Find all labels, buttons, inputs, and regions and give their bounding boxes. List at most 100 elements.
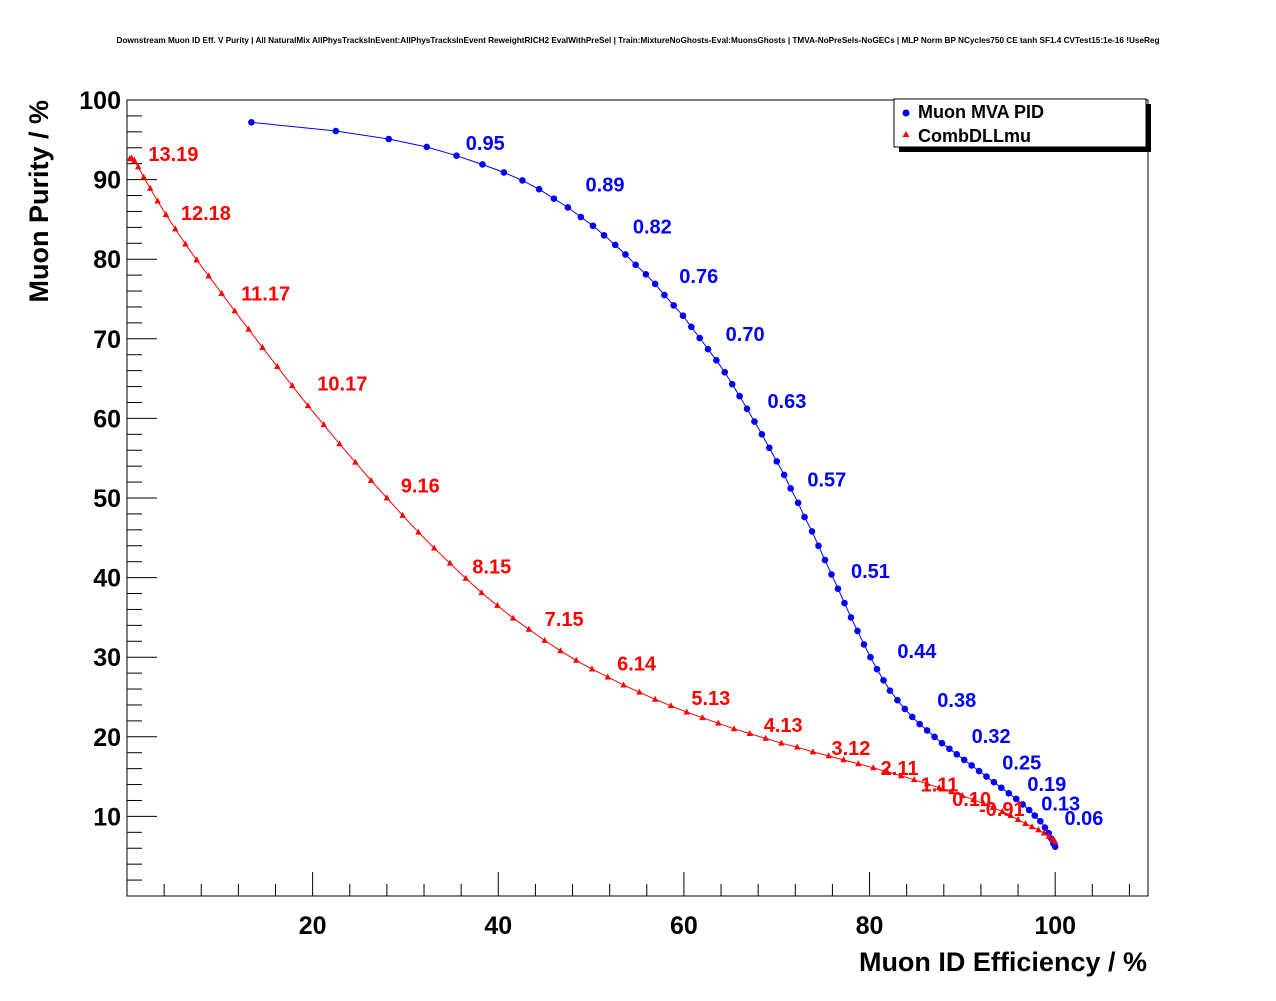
data-point	[860, 641, 868, 648]
data-point	[959, 792, 966, 799]
data-point	[883, 768, 891, 775]
data-point	[274, 363, 281, 370]
data-point	[897, 772, 905, 779]
data-point	[854, 627, 861, 635]
data-point	[880, 676, 887, 684]
data-point	[1035, 826, 1042, 833]
data-point	[1025, 806, 1033, 814]
data-point	[218, 289, 225, 296]
data-label: 7.15	[545, 609, 584, 631]
data-point	[715, 719, 722, 726]
data-point	[867, 653, 874, 661]
data-label: 0.51	[851, 561, 890, 583]
y-tick-label: 30	[93, 644, 121, 672]
data-label: 0.82	[633, 217, 672, 239]
data-point	[462, 574, 469, 581]
data-point	[743, 405, 751, 413]
data-label: 4.13	[764, 715, 803, 737]
data-point	[535, 185, 543, 193]
data-label: 0.44	[897, 641, 937, 663]
data-label: 10.17	[317, 373, 367, 395]
data-point	[1005, 790, 1013, 797]
data-point	[1019, 801, 1026, 808]
data-point	[259, 343, 266, 350]
data-label: -0.91	[979, 799, 1025, 821]
data-point	[320, 421, 327, 428]
data-point	[336, 440, 343, 447]
data-point	[980, 800, 987, 807]
data-point	[128, 154, 135, 161]
data-point	[147, 184, 154, 191]
data-point	[1012, 795, 1020, 803]
data-point	[847, 614, 855, 621]
data-label: 11.17	[241, 283, 290, 305]
data-point	[367, 476, 375, 483]
data-point	[948, 788, 955, 795]
data-point	[332, 127, 340, 135]
x-tick-label: 60	[670, 912, 698, 940]
data-label: 1.11	[921, 775, 959, 797]
data-point	[901, 705, 909, 713]
data-point	[604, 673, 611, 680]
y-axis: 10 20 30 40 50 60 70 80 90 100	[79, 87, 157, 881]
legend-marker-combdllmu	[902, 131, 910, 137]
data-point	[683, 708, 690, 715]
data-point	[938, 739, 946, 747]
data-point	[751, 418, 758, 425]
data-point	[721, 368, 729, 376]
data-point	[509, 614, 517, 621]
legend-box	[893, 98, 1147, 148]
data-point	[611, 241, 619, 249]
data-point	[1022, 819, 1029, 826]
data-label: 13.19	[148, 144, 198, 166]
x-tick-label: 100	[1034, 912, 1076, 940]
y-tick-label: 50	[93, 485, 121, 513]
legend-label-muon-mva-pid: Muon MVA PID	[918, 102, 1044, 122]
data-point	[573, 656, 580, 663]
data-point	[525, 625, 533, 632]
data-point	[923, 780, 931, 787]
data-point	[1031, 812, 1039, 819]
data-point	[840, 756, 847, 763]
data-point	[383, 494, 391, 501]
data-point	[953, 751, 961, 758]
data-point	[423, 143, 431, 151]
data-label: 12.18	[181, 203, 231, 225]
data-label: 0.57	[807, 470, 846, 492]
y-tick-label: 60	[93, 405, 121, 433]
data-point	[828, 571, 835, 578]
legend-label-combdllmu: CombDLLmu	[918, 126, 1031, 146]
data-point	[699, 714, 706, 721]
x-axis-label: Muon ID Efficiency / %	[859, 947, 1147, 977]
data-label: 0.38	[937, 690, 976, 712]
data-point	[809, 748, 817, 755]
data-point	[970, 796, 977, 803]
data-point	[873, 665, 881, 673]
x-tick-label: 40	[484, 912, 512, 940]
data-point	[140, 173, 147, 180]
data-point	[780, 471, 788, 479]
data-point	[983, 773, 990, 780]
series-layer	[126, 118, 1059, 850]
data-point	[870, 764, 877, 771]
x-tick-label: 20	[299, 912, 327, 940]
data-point	[1007, 812, 1014, 819]
data-point	[172, 225, 179, 232]
data-point	[385, 135, 393, 143]
data-point	[825, 752, 832, 759]
y-tick-label: 80	[93, 246, 121, 274]
data-point	[990, 778, 998, 786]
y-tick-label: 40	[93, 565, 121, 593]
data-point	[931, 733, 938, 741]
data-label: 0.95	[466, 133, 505, 155]
data-point	[564, 204, 572, 211]
data-point	[1037, 817, 1044, 825]
data-point	[960, 756, 968, 764]
data-point	[453, 152, 460, 160]
data-point	[916, 720, 923, 728]
data-label: 0.13	[1041, 794, 1080, 816]
data-label: 5.13	[691, 688, 730, 710]
data-point	[154, 197, 161, 204]
